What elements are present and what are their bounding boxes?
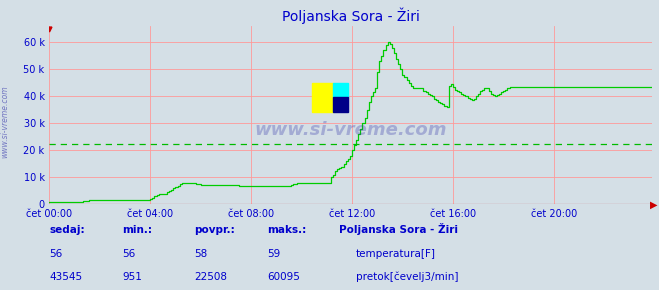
Text: www.si-vreme.com: www.si-vreme.com bbox=[1, 86, 10, 158]
Text: www.si-vreme.com: www.si-vreme.com bbox=[254, 121, 447, 139]
Text: temperatura[F]: temperatura[F] bbox=[356, 249, 436, 259]
Text: 59: 59 bbox=[267, 249, 280, 259]
FancyBboxPatch shape bbox=[333, 83, 347, 97]
Text: ▶: ▶ bbox=[650, 200, 658, 209]
Text: Poljanska Sora - Žiri: Poljanska Sora - Žiri bbox=[339, 224, 459, 235]
Text: pretok[čevelj3/min]: pretok[čevelj3/min] bbox=[356, 271, 459, 282]
Text: 56: 56 bbox=[49, 249, 63, 259]
Text: 56: 56 bbox=[122, 249, 135, 259]
Text: 43545: 43545 bbox=[49, 272, 82, 282]
Text: povpr.:: povpr.: bbox=[194, 225, 235, 235]
Text: 60095: 60095 bbox=[267, 272, 300, 282]
Text: min.:: min.: bbox=[122, 225, 152, 235]
Text: maks.:: maks.: bbox=[267, 225, 306, 235]
Text: sedaj:: sedaj: bbox=[49, 225, 85, 235]
Text: 58: 58 bbox=[194, 249, 208, 259]
FancyBboxPatch shape bbox=[333, 97, 347, 112]
Title: Poljanska Sora - Žiri: Poljanska Sora - Žiri bbox=[282, 7, 420, 23]
FancyBboxPatch shape bbox=[312, 83, 333, 112]
Text: 22508: 22508 bbox=[194, 272, 227, 282]
Text: 951: 951 bbox=[122, 272, 142, 282]
